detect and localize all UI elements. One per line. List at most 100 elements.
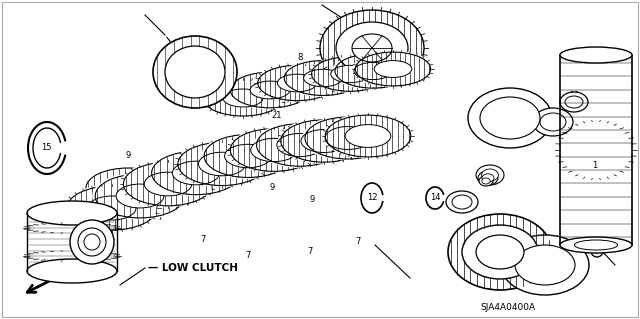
Ellipse shape [106,178,150,198]
Text: 21: 21 [272,112,282,121]
Text: 7: 7 [307,248,313,256]
Text: SJA4A0400A: SJA4A0400A [481,303,536,313]
Ellipse shape [165,46,225,98]
Ellipse shape [480,97,540,139]
Ellipse shape [540,113,566,131]
Ellipse shape [172,161,220,185]
Ellipse shape [92,173,188,219]
Ellipse shape [223,89,263,107]
Text: 18: 18 [505,110,515,120]
Ellipse shape [501,235,589,295]
Ellipse shape [303,69,342,87]
Ellipse shape [353,51,434,87]
Ellipse shape [565,96,583,108]
Text: 9: 9 [125,151,131,160]
Ellipse shape [144,172,192,196]
Ellipse shape [446,191,478,213]
Text: 9: 9 [218,172,223,181]
Ellipse shape [116,184,164,208]
Ellipse shape [84,234,100,250]
Ellipse shape [120,161,216,207]
Ellipse shape [482,178,490,184]
Ellipse shape [476,235,524,269]
Ellipse shape [88,196,136,220]
Ellipse shape [560,47,632,63]
Text: 9: 9 [269,183,275,192]
Ellipse shape [478,171,498,185]
Text: 21: 21 [305,129,316,137]
Ellipse shape [479,176,493,186]
Ellipse shape [476,165,504,185]
Ellipse shape [533,108,573,136]
Text: 14: 14 [429,194,440,203]
Ellipse shape [227,71,312,109]
Ellipse shape [320,10,424,86]
Ellipse shape [277,74,317,92]
Ellipse shape [560,92,588,112]
Ellipse shape [302,115,394,160]
Text: 2: 2 [372,27,378,36]
Text: 4: 4 [193,61,198,70]
Ellipse shape [27,259,117,283]
Ellipse shape [278,118,370,164]
Text: 3: 3 [460,196,465,204]
Ellipse shape [70,220,114,264]
Ellipse shape [201,133,295,179]
Ellipse shape [515,245,575,285]
Ellipse shape [253,122,346,168]
Text: 7: 7 [245,250,251,259]
Ellipse shape [575,240,618,250]
Ellipse shape [225,144,271,168]
Ellipse shape [281,59,365,97]
Ellipse shape [352,34,392,62]
Text: 5: 5 [492,256,498,264]
Text: 15: 15 [41,144,51,152]
Ellipse shape [27,201,117,225]
Ellipse shape [336,22,408,74]
Ellipse shape [255,64,339,102]
Ellipse shape [64,184,160,232]
Text: 8: 8 [333,68,339,77]
Ellipse shape [200,78,286,117]
Ellipse shape [462,225,538,279]
Ellipse shape [83,167,173,210]
Text: 7: 7 [157,213,163,222]
Ellipse shape [345,125,391,147]
Text: 13: 13 [240,99,250,108]
Ellipse shape [331,65,369,83]
Ellipse shape [198,152,246,176]
Text: 9: 9 [309,196,315,204]
Ellipse shape [332,52,414,90]
Ellipse shape [374,61,412,78]
Text: 16: 16 [548,115,558,124]
Ellipse shape [325,127,371,150]
Ellipse shape [482,174,494,182]
Text: 17: 17 [540,257,550,266]
Ellipse shape [148,150,243,196]
Ellipse shape [481,169,499,181]
Ellipse shape [323,114,413,159]
Ellipse shape [227,127,321,173]
Text: 12: 12 [367,194,377,203]
Ellipse shape [468,88,552,148]
Text: — LOW CLUTCH: — LOW CLUTCH [148,263,238,273]
Text: FR.: FR. [58,269,77,279]
Ellipse shape [301,130,347,152]
Text: 8: 8 [367,84,372,93]
Ellipse shape [448,214,552,290]
Text: 1: 1 [593,160,598,169]
Text: 7: 7 [355,238,361,247]
Text: 7: 7 [200,235,205,244]
Ellipse shape [308,55,392,93]
Text: 20: 20 [589,241,600,250]
Text: 9: 9 [172,160,178,169]
Ellipse shape [354,63,392,79]
Text: 8: 8 [298,54,303,63]
Ellipse shape [560,237,632,253]
Text: 10: 10 [140,189,150,197]
Text: 19: 19 [569,92,579,100]
Text: 11: 11 [490,273,500,283]
Ellipse shape [153,36,237,108]
Ellipse shape [251,138,297,162]
Ellipse shape [277,133,323,157]
